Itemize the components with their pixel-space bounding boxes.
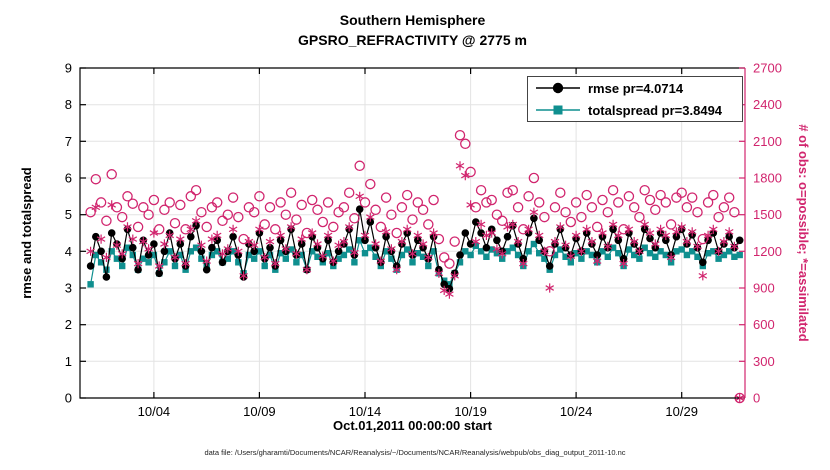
svg-text:10/29: 10/29 [665,404,698,419]
svg-text:6: 6 [65,171,72,186]
svg-text:10/04: 10/04 [138,404,171,419]
svg-text:4: 4 [65,244,72,259]
svg-text:0: 0 [65,391,72,406]
rmse-line-marker-icon [536,82,580,94]
svg-text:3: 3 [65,281,72,296]
right-axis-label: # of obs: o=possible; *=assimilated [796,124,811,342]
svg-text:8: 8 [65,97,72,112]
svg-text:10/09: 10/09 [243,404,276,419]
title-block: Southern Hemisphere GPSRO_REFRACTIVITY @… [80,10,745,50]
legend-label-totalspread: totalspread pr=3.8494 [588,102,723,118]
svg-text:10/19: 10/19 [454,404,487,419]
legend[interactable]: rmse pr=4.0714 totalspread pr=3.8494 [527,76,743,122]
svg-text:600: 600 [753,317,775,332]
svg-text:900: 900 [753,281,775,296]
svg-text:2700: 2700 [753,61,782,76]
svg-text:10/14: 10/14 [349,404,382,419]
chart-subtitle: GPSRO_REFRACTIVITY @ 2775 m [298,32,527,48]
svg-text:2400: 2400 [753,97,782,112]
svg-text:2: 2 [65,317,72,332]
svg-text:5: 5 [65,207,72,222]
svg-text:1500: 1500 [753,207,782,222]
svg-text:0: 0 [753,391,760,406]
data-file-path: data file: /Users/gharamti/Documents/NCA… [204,448,626,457]
legend-label-rmse: rmse pr=4.0714 [588,80,684,96]
chart-title: Southern Hemisphere [339,12,486,28]
svg-text:7: 7 [65,134,72,149]
totalspread-line-marker-icon [536,105,580,115]
svg-text:1200: 1200 [753,244,782,259]
legend-item-rmse: rmse pr=4.0714 [534,78,742,98]
svg-text:1: 1 [65,354,72,369]
x-axis-label: Oct.01,2011 00:00:00 start [333,418,492,433]
svg-text:2100: 2100 [753,134,782,149]
left-axis-label: rmse and totalspread [19,167,34,299]
svg-text:300: 300 [753,354,775,369]
svg-text:9: 9 [65,61,72,76]
svg-text:10/24: 10/24 [560,404,593,419]
svg-text:1800: 1800 [753,171,782,186]
legend-item-totalspread: totalspread pr=3.8494 [534,100,742,120]
